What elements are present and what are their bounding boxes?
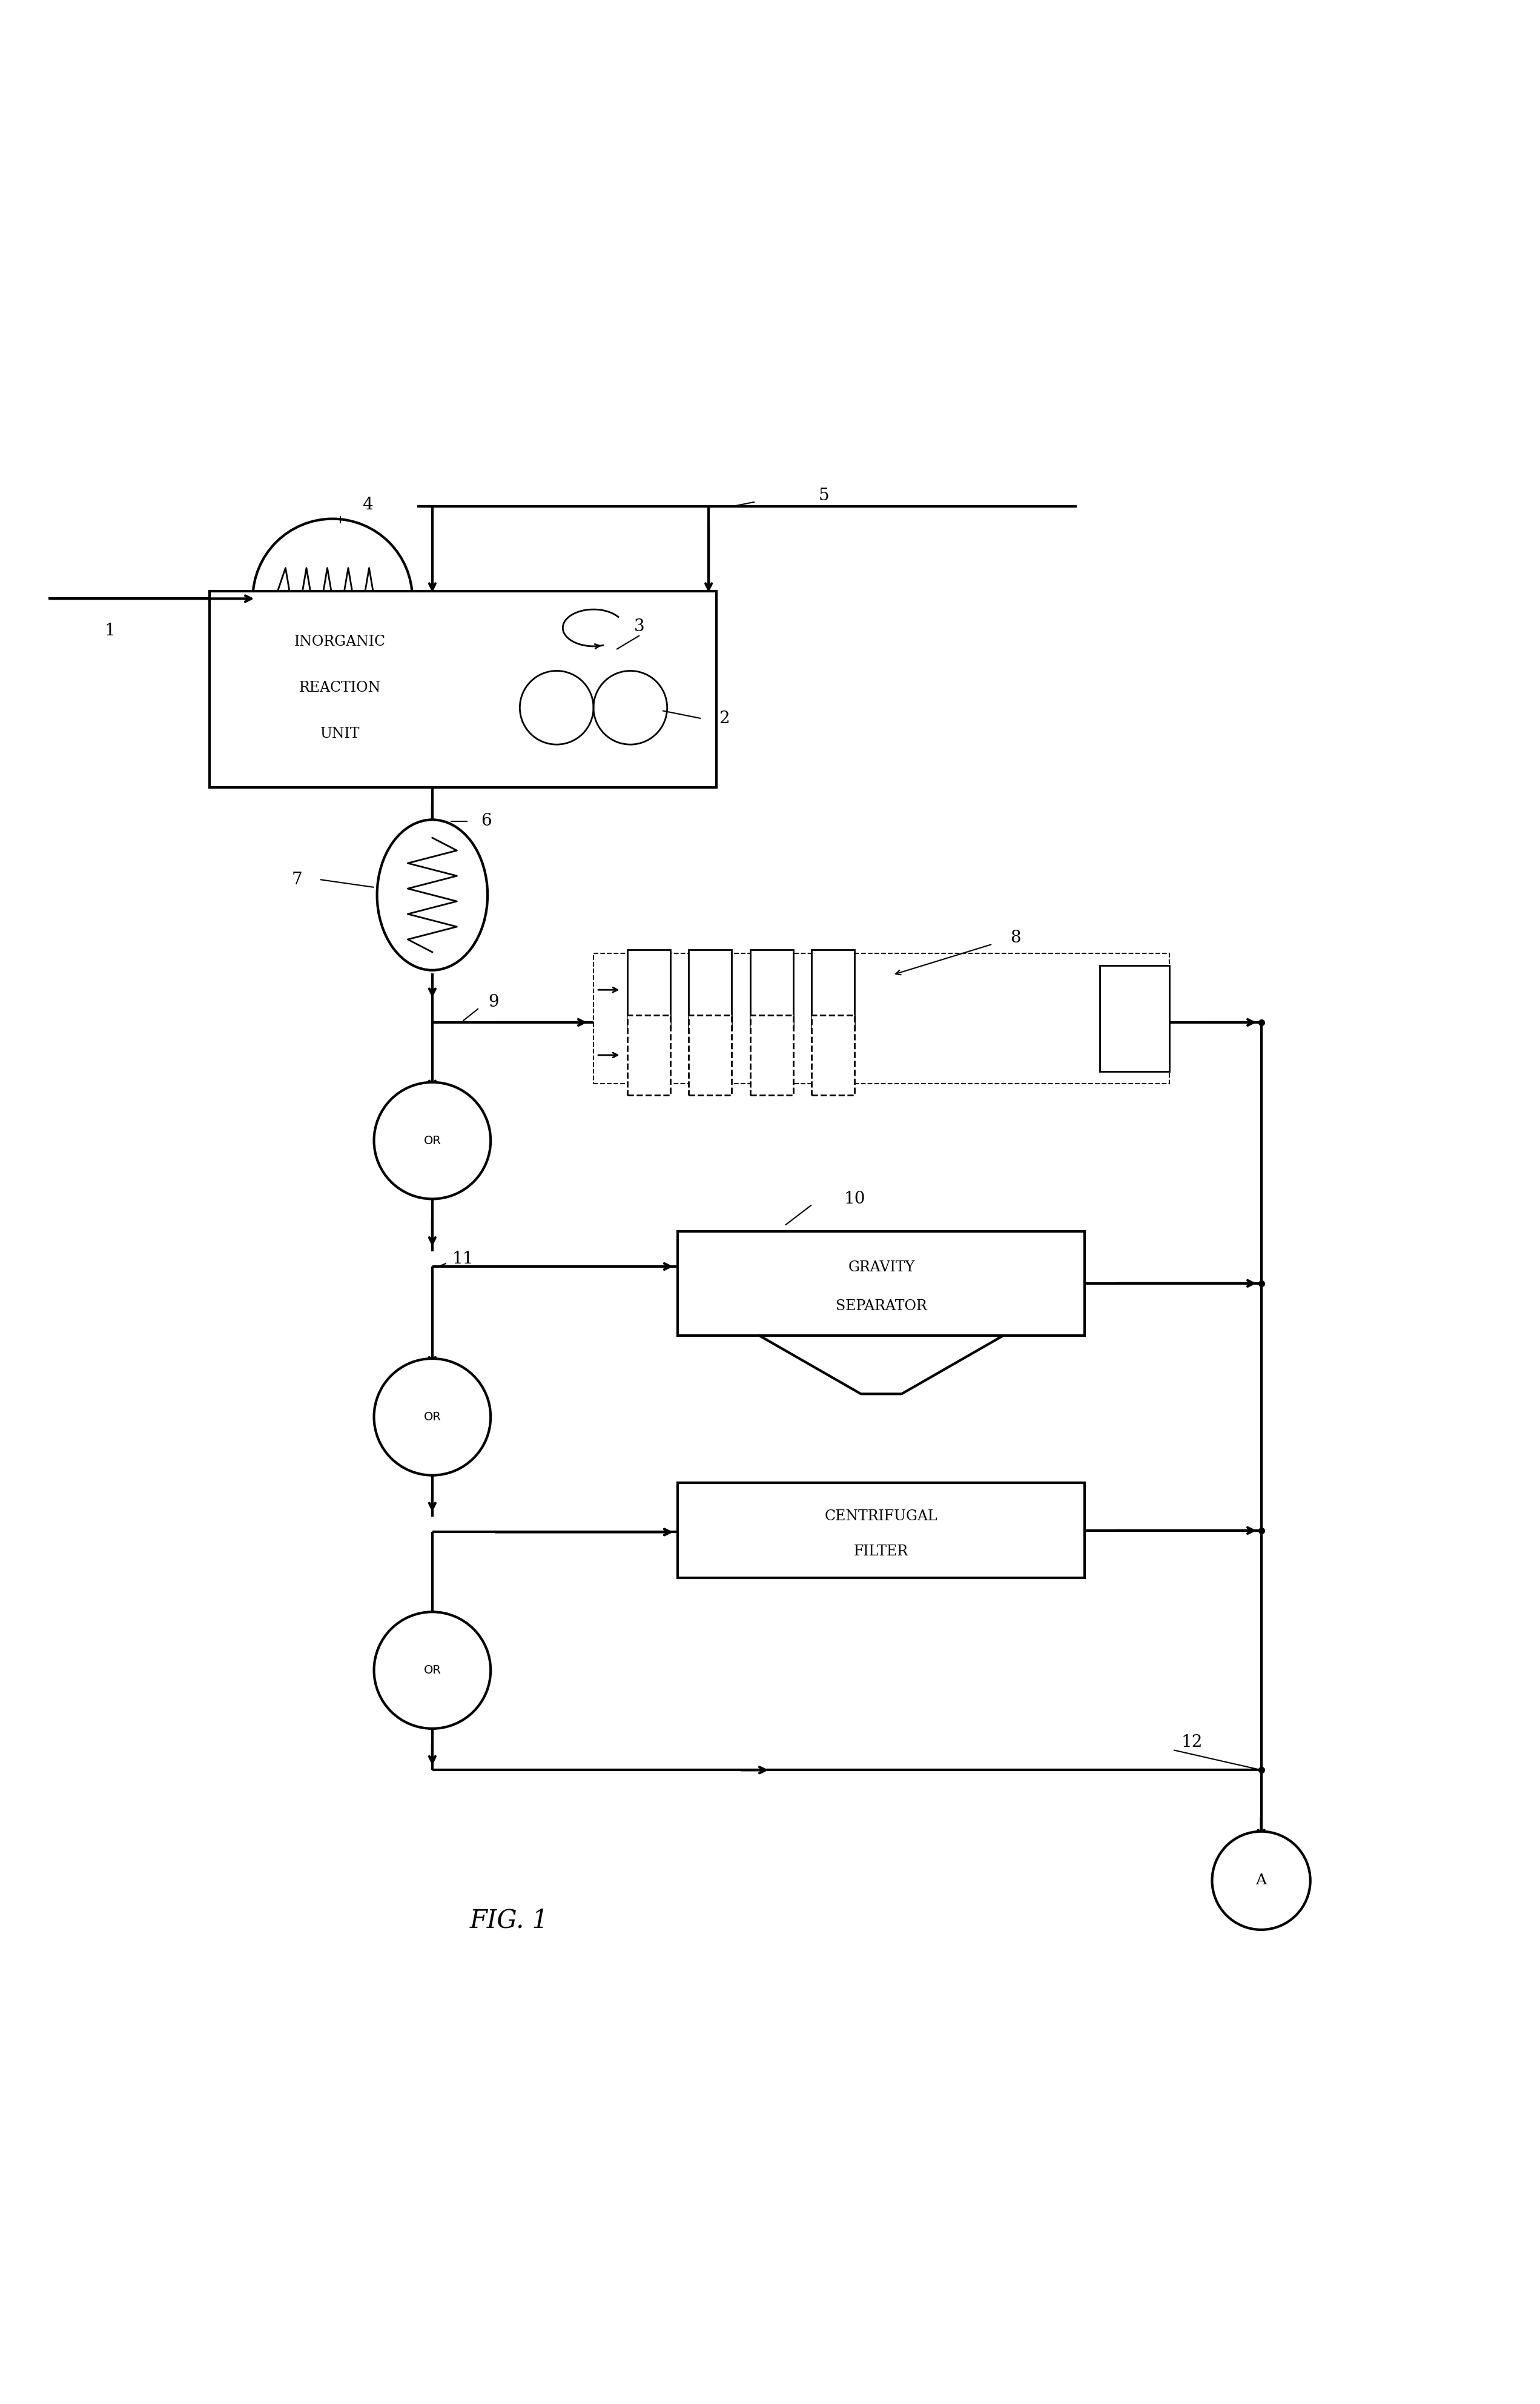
Bar	[209, 591, 716, 789]
Text: INORGANIC: INORGANIC	[294, 635, 387, 649]
Text: UNIT: UNIT	[320, 726, 360, 740]
Text: 12: 12	[1181, 1733, 1203, 1750]
Text: OR: OR	[424, 1135, 440, 1147]
Text: REACTION: REACTION	[299, 680, 382, 695]
Circle shape	[374, 1082, 491, 1200]
Text: 3: 3	[634, 618, 645, 635]
Circle shape	[374, 1358, 491, 1476]
Text: OR: OR	[424, 1664, 440, 1676]
Text: 5: 5	[818, 488, 829, 505]
Text: FILTER: FILTER	[855, 1543, 909, 1558]
Circle shape	[374, 1613, 491, 1728]
Bar	[812, 950, 855, 1029]
Ellipse shape	[377, 820, 488, 971]
Bar	[750, 1014, 793, 1094]
Text: 7: 7	[293, 870, 302, 887]
Text: 10: 10	[844, 1190, 865, 1207]
Text: 1: 1	[105, 623, 115, 639]
Bar	[1100, 966, 1169, 1072]
Bar	[678, 1483, 1084, 1577]
Text: 8: 8	[1010, 930, 1021, 947]
Text: 2: 2	[719, 709, 730, 726]
Text: 6: 6	[480, 813, 491, 829]
Text: SEPARATOR: SEPARATOR	[836, 1301, 927, 1313]
Bar	[627, 950, 670, 1029]
Bar	[678, 1231, 1084, 1337]
Text: GRAVITY: GRAVITY	[849, 1260, 915, 1274]
Bar	[812, 1014, 855, 1094]
Bar	[593, 954, 1169, 1084]
Text: 11: 11	[453, 1250, 474, 1267]
Bar	[688, 950, 731, 1029]
Circle shape	[1212, 1832, 1311, 1930]
Polygon shape	[759, 1337, 1004, 1394]
Text: FIG. 1: FIG. 1	[470, 1909, 548, 1933]
Text: OR: OR	[424, 1411, 440, 1423]
Bar	[688, 1014, 731, 1094]
Bar	[750, 950, 793, 1029]
Text: 4: 4	[362, 498, 373, 512]
Bar	[627, 1014, 670, 1094]
Text: A: A	[1255, 1873, 1267, 1887]
Text: 9: 9	[488, 995, 499, 1010]
Text: CENTRIFUGAL: CENTRIFUGAL	[825, 1510, 938, 1524]
